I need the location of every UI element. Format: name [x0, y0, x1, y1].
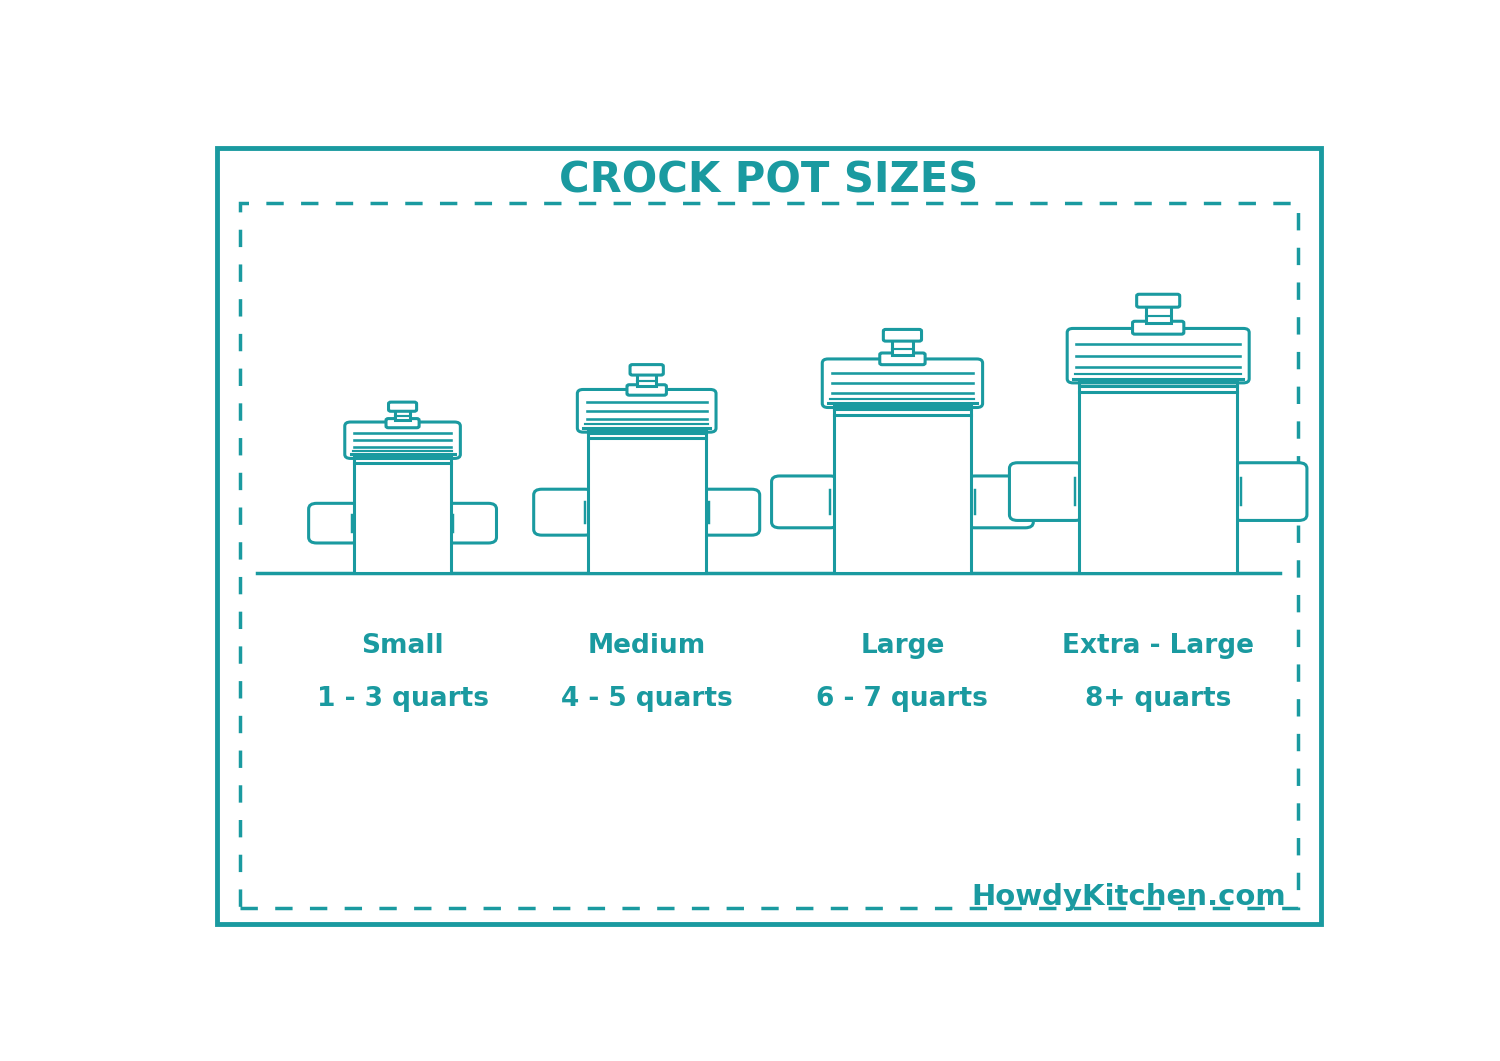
FancyBboxPatch shape — [880, 353, 926, 365]
FancyBboxPatch shape — [884, 329, 921, 342]
FancyBboxPatch shape — [309, 503, 360, 543]
FancyBboxPatch shape — [966, 476, 1034, 527]
Bar — [588, 429, 705, 573]
Bar — [240, 204, 1298, 907]
Bar — [1146, 306, 1170, 323]
FancyBboxPatch shape — [1233, 463, 1306, 521]
FancyBboxPatch shape — [771, 476, 838, 527]
Text: Large: Large — [861, 633, 945, 659]
FancyBboxPatch shape — [822, 359, 983, 407]
Bar — [891, 340, 914, 354]
FancyBboxPatch shape — [1132, 321, 1184, 334]
Bar — [1080, 380, 1238, 573]
Bar — [354, 455, 450, 573]
Text: 1 - 3 quarts: 1 - 3 quarts — [316, 686, 489, 712]
FancyBboxPatch shape — [388, 402, 417, 412]
Text: Small: Small — [362, 633, 444, 659]
Text: CROCK POT SIZES: CROCK POT SIZES — [560, 159, 978, 202]
Text: HowdyKitchen.com: HowdyKitchen.com — [972, 883, 1286, 911]
Bar — [638, 373, 656, 386]
FancyBboxPatch shape — [627, 385, 666, 395]
Bar — [834, 404, 972, 573]
FancyBboxPatch shape — [1137, 294, 1179, 308]
Text: 8+ quarts: 8+ quarts — [1084, 686, 1232, 712]
FancyBboxPatch shape — [345, 422, 460, 458]
FancyBboxPatch shape — [630, 365, 663, 375]
FancyBboxPatch shape — [1010, 463, 1083, 521]
Text: 4 - 5 quarts: 4 - 5 quarts — [561, 686, 732, 712]
FancyBboxPatch shape — [534, 489, 592, 535]
Text: Medium: Medium — [588, 633, 706, 659]
FancyBboxPatch shape — [578, 389, 716, 432]
FancyBboxPatch shape — [1066, 329, 1250, 383]
FancyBboxPatch shape — [446, 503, 497, 543]
Bar — [394, 410, 410, 420]
FancyBboxPatch shape — [386, 419, 418, 428]
FancyBboxPatch shape — [700, 489, 759, 535]
Text: Extra - Large: Extra - Large — [1062, 633, 1254, 659]
Text: 6 - 7 quarts: 6 - 7 quarts — [816, 686, 989, 712]
